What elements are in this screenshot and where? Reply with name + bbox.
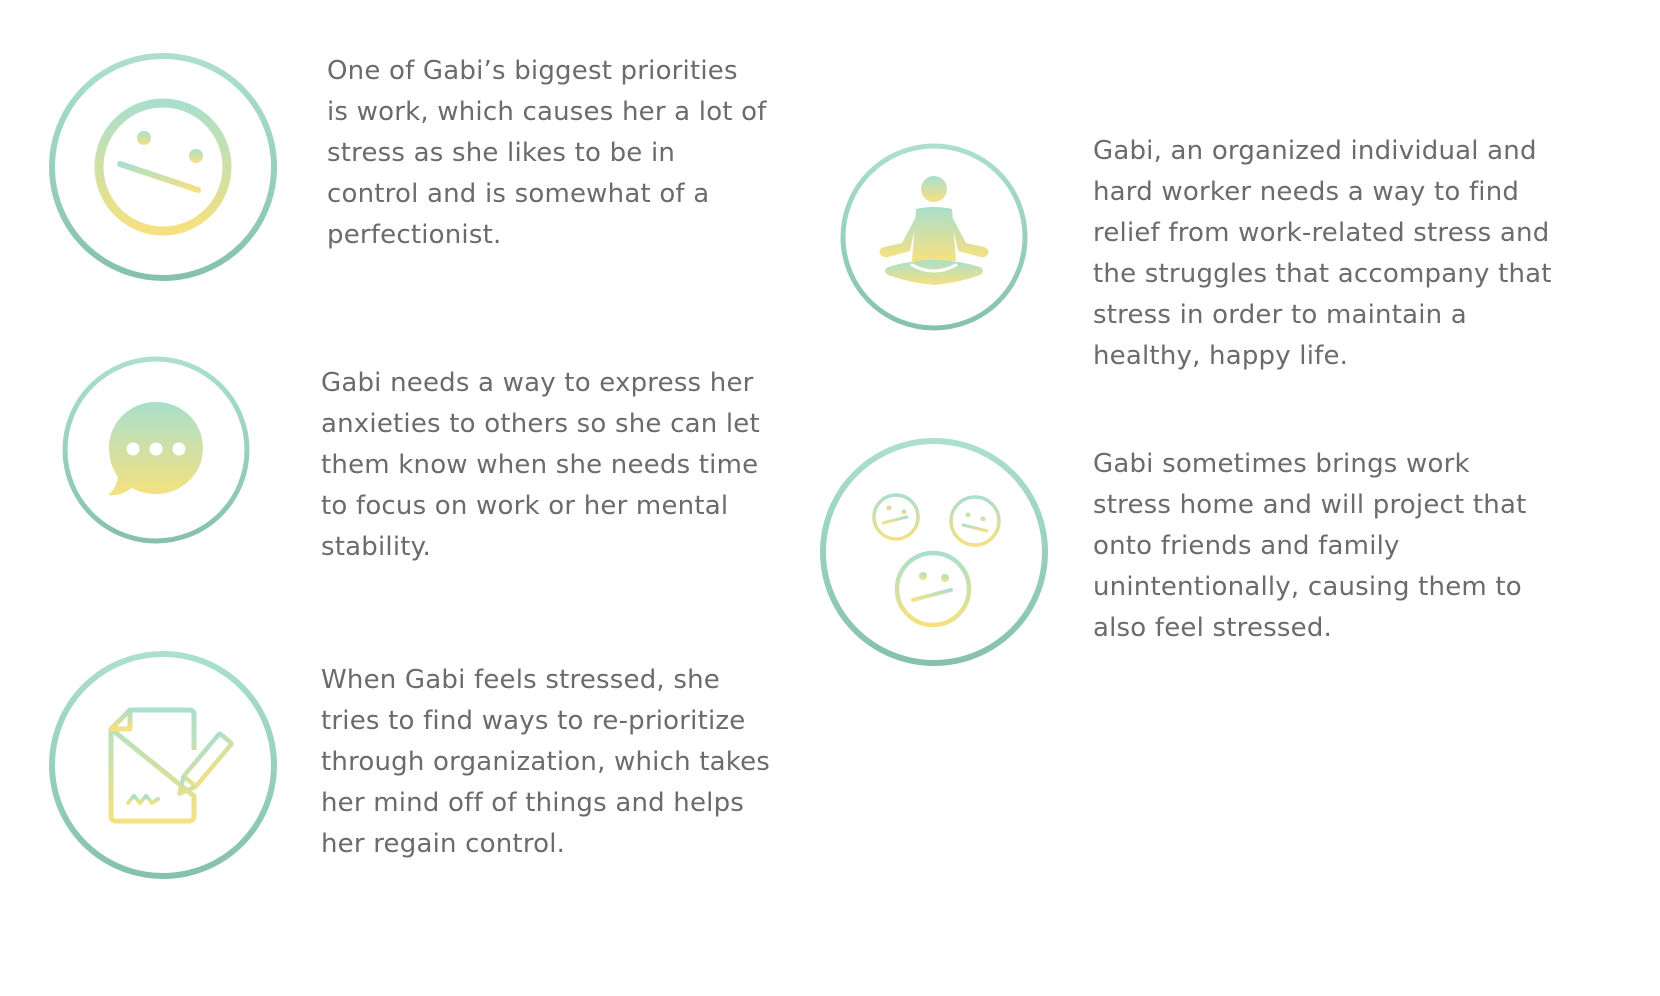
group-faces-icon bbox=[820, 438, 1048, 666]
neutral-face-icon bbox=[49, 53, 277, 281]
re-prioritize-text: When Gabi feels stressed, she tries to f… bbox=[321, 665, 771, 859]
brings-stress-home-icon-ring bbox=[819, 437, 1049, 667]
meditation-icon bbox=[840, 143, 1028, 331]
relief-icon-ring bbox=[840, 143, 1028, 331]
work-priority-icon-ring bbox=[48, 52, 278, 282]
relief-text: Gabi, an organized individual and hard w… bbox=[1093, 136, 1552, 371]
document-pencil-icon bbox=[49, 651, 277, 879]
brings-stress-home-text: Gabi sometimes brings work stress home a… bbox=[1093, 449, 1527, 643]
work-priority-text: One of Gabi’s biggest priorities is work… bbox=[327, 56, 767, 250]
re-prioritize-icon-ring bbox=[48, 650, 278, 880]
express-anxieties-text: Gabi needs a way to express her anxietie… bbox=[321, 368, 760, 562]
express-anxieties-icon-ring bbox=[62, 356, 250, 544]
chat-bubble-icon bbox=[62, 356, 250, 544]
